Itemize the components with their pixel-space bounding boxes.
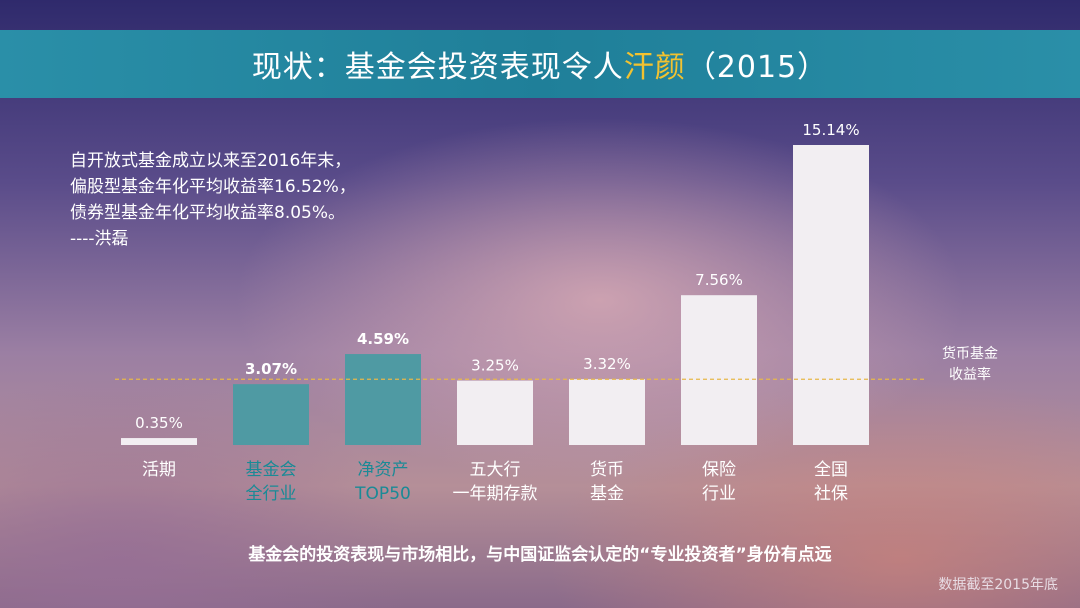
category-label: 全国 — [814, 460, 848, 480]
title-highlight: 汗颜 — [623, 50, 686, 85]
category-label: TOP50 — [354, 484, 411, 504]
bar — [121, 438, 197, 445]
data-label: 15.14% — [802, 121, 859, 139]
category-label: 活期 — [142, 460, 176, 480]
data-label: 3.32% — [583, 355, 631, 373]
quote-line-1: 自开放式基金成立以来至2016年末， — [70, 151, 352, 171]
category-label: 行业 — [702, 484, 736, 504]
data-label: 4.59% — [357, 330, 409, 348]
category-label: 净资产 — [358, 460, 409, 480]
quote-line-2: 偏股型基金年化平均收益率16.52%， — [70, 177, 356, 197]
category-label: 全行业 — [246, 484, 297, 504]
reference-label: 货币基金 — [942, 345, 998, 362]
footer-note: 基金会的投资表现与市场相比，与中国证监会认定的“专业投资者”身份有点远 — [248, 545, 832, 565]
category-label: 保险 — [702, 460, 736, 480]
category-label: 货币 — [590, 460, 624, 480]
title-suffix: （2015） — [685, 50, 829, 85]
category-label: 基金会 — [246, 460, 297, 480]
source-note: 数据截至2015年底 — [938, 577, 1058, 593]
title-band: 现状：基金会投资表现令人汗颜（2015） — [0, 30, 1080, 98]
data-label: 0.35% — [135, 414, 183, 432]
bar — [233, 384, 309, 445]
category-label: 五大行 — [470, 460, 521, 480]
page-title: 现状：基金会投资表现令人汗颜（2015） — [252, 42, 828, 86]
data-label: 7.56% — [695, 271, 743, 289]
category-label: 社保 — [814, 484, 848, 504]
bar — [457, 380, 533, 445]
bar — [569, 379, 645, 445]
quote-line-4: ----洪磊 — [70, 229, 129, 249]
bar — [793, 145, 869, 445]
quote-line-3: 债券型基金年化平均收益率8.05%。 — [70, 203, 346, 223]
category-label: 基金 — [590, 484, 624, 504]
category-label: 一年期存款 — [453, 484, 538, 504]
reference-label: 收益率 — [949, 366, 991, 383]
title-prefix: 现状：基金会投资表现令人 — [251, 50, 624, 85]
data-label: 3.07% — [245, 360, 297, 378]
data-label: 3.25% — [471, 357, 519, 375]
bar — [681, 295, 757, 445]
bar — [345, 354, 421, 445]
quote-block: 自开放式基金成立以来至2016年末， 偏股型基金年化平均收益率16.52%， 债… — [70, 148, 356, 252]
